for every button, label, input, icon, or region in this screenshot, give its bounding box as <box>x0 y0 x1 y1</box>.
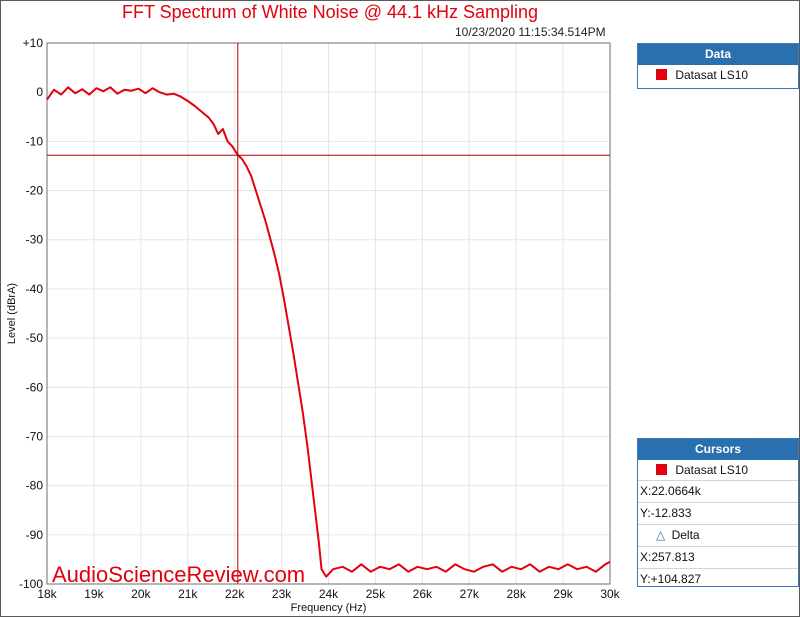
x-tick-label: 30k <box>600 587 620 601</box>
series-swatch-icon <box>656 69 667 80</box>
x-tick-label: 29k <box>553 587 573 601</box>
y-tick-label: 0 <box>36 85 43 99</box>
x-tick-label: 24k <box>319 587 339 601</box>
data-panel: Data Datasat LS10 <box>637 43 799 89</box>
y-axis-label: Level (dBrA) <box>6 283 18 344</box>
x-tick-label: 25k <box>366 587 386 601</box>
delta-label: Delta <box>671 528 700 542</box>
x-axis-label: Frequency (Hz) <box>291 602 367 614</box>
x-tick-label: 20k <box>131 587 151 601</box>
x-tick-label: 21k <box>178 587 198 601</box>
cursor-x-readout: X:22.0664k <box>638 480 798 502</box>
plot-frame <box>46 42 611 585</box>
x-tick-label: 26k <box>413 587 433 601</box>
y-tick-label: -40 <box>26 282 44 296</box>
watermark-text: AudioScienceReview.com <box>52 562 306 587</box>
y-tick-label: -70 <box>26 429 44 443</box>
triangle-delta-icon: △ <box>656 528 666 542</box>
y-tick-label: -10 <box>26 134 44 148</box>
legend-item[interactable]: Datasat LS10 <box>638 65 798 85</box>
chart-title: FFT Spectrum of White Noise @ 44.1 kHz S… <box>121 2 539 22</box>
delta-y-readout: Y:+104.827 <box>638 568 798 590</box>
x-tick-label: 27k <box>460 587 480 601</box>
y-tick-label: -90 <box>26 528 44 542</box>
x-tick-label: 18k <box>37 587 57 601</box>
cursor-y-readout: Y:-12.833 <box>638 502 798 524</box>
cursor-series-swatch-icon <box>656 464 667 475</box>
delta-x-readout: X:257.813 <box>638 546 798 568</box>
y-tick-label: -80 <box>26 479 44 493</box>
y-tick-label: +10 <box>23 36 44 50</box>
y-tick-label: -50 <box>26 331 44 345</box>
x-tick-label: 19k <box>84 587 104 601</box>
legend-label: Datasat LS10 <box>675 68 749 82</box>
x-tick-label: 22k <box>225 587 245 601</box>
delta-row[interactable]: △ Delta <box>638 524 798 546</box>
data-panel-header: Data <box>638 44 798 65</box>
cursor-series-row[interactable]: Datasat LS10 <box>638 460 798 480</box>
cursor-series-label: Datasat LS10 <box>675 463 749 477</box>
y-tick-label: -30 <box>26 233 44 247</box>
cursors-panel-header: Cursors <box>638 439 798 460</box>
x-tick-label: 28k <box>506 587 526 601</box>
y-tick-label: -60 <box>26 380 44 394</box>
y-tick-label: -100 <box>19 577 43 591</box>
cursors-panel: Cursors Datasat LS10 X:22.0664k Y:-12.83… <box>637 438 799 587</box>
y-tick-label: -20 <box>26 184 44 198</box>
x-tick-label: 23k <box>272 587 292 601</box>
series-line <box>46 86 611 578</box>
timestamp: 10/23/2020 11:15:34.514PM <box>455 25 606 39</box>
